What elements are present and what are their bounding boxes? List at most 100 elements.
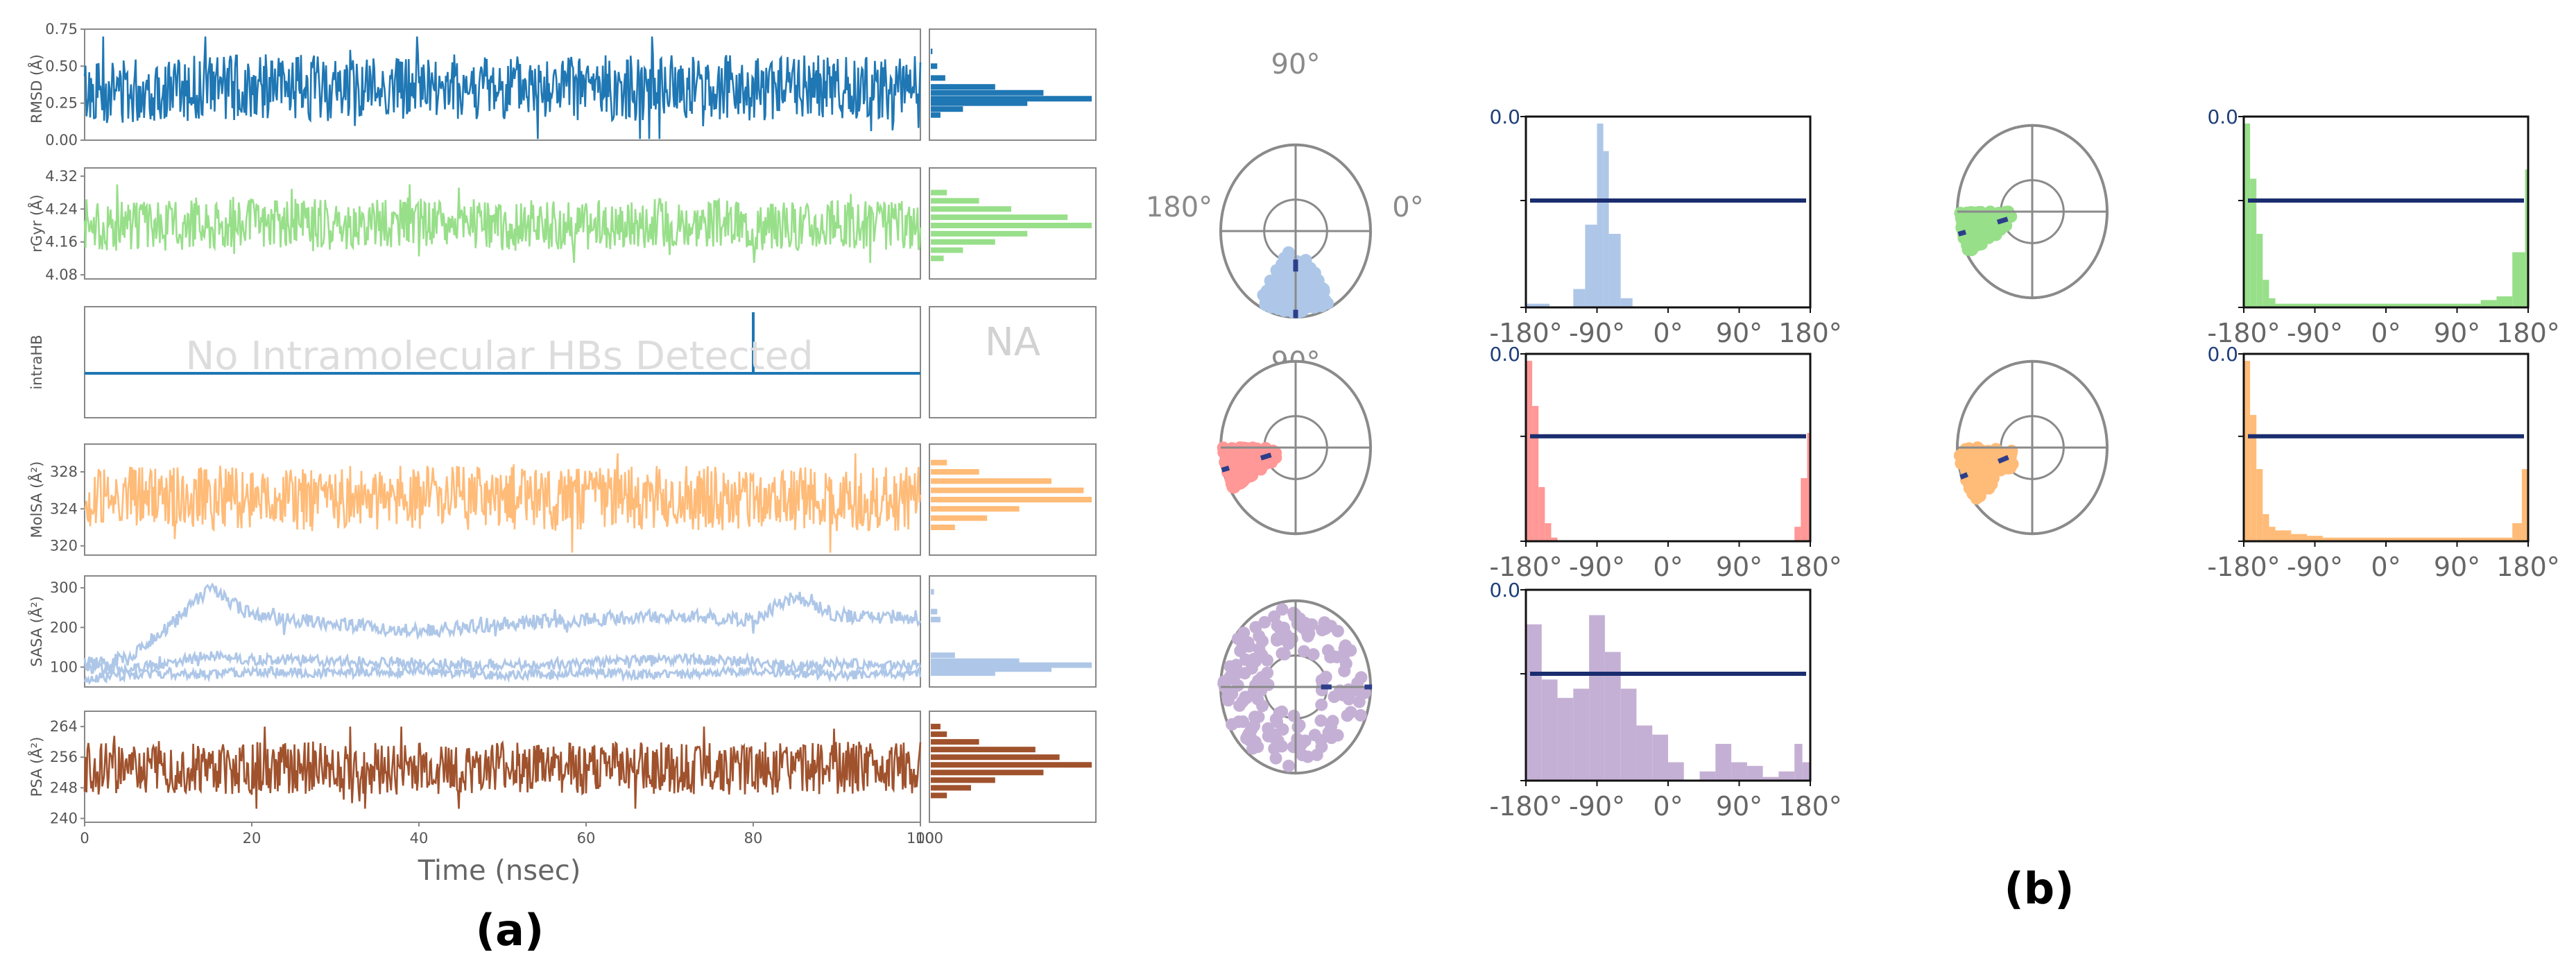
dial-point [1237,636,1250,649]
torsion-hist-bar [1608,234,1621,307]
sasa-series-high [83,582,922,672]
rmsd-hist-bar [931,112,941,118]
dial-mean-marker [1997,454,2009,464]
torsion-hist-xtick-label: 90° [1716,791,1762,822]
torsion-hist-bar [1573,688,1590,781]
dial-point [1960,462,1973,475]
psa-hist-bar [931,770,1044,776]
dial-point [1354,708,1367,722]
torsion-hist-xtick-label: 180° [1778,318,1842,348]
sasa-hist-bar [931,609,938,615]
dial-point [1255,649,1269,661]
dial-point [1977,478,1990,491]
torsion-hist-bar [1585,224,1597,307]
torsion-hist-xtick-label: 0° [2371,552,2401,582]
torsion-hist-bar [2256,469,2263,541]
torsion-hist-xtick-label: -180° [1489,318,1562,348]
torsion-hist-bar [1802,762,1810,781]
torsion-hist-ytick-label: 0.0 [2207,105,2238,128]
dial-point [1291,618,1304,631]
label-b: (b) [2004,863,2074,914]
molsa-hist-bar [931,459,947,466]
dial-point [1979,456,1992,469]
dial-point [2005,446,2018,459]
dial-point [1331,729,1344,742]
dial-point [1325,720,1337,733]
dial-point [1287,709,1300,722]
dial-point [1248,711,1261,724]
rmsd-series [83,36,922,139]
molsa-ytick-label: 320 [50,538,78,554]
torsion-hist-xtick-label: 90° [1716,318,1762,348]
dial-point [1233,699,1246,712]
dial-point [1955,213,1968,226]
psa-ytick-label: 240 [50,810,78,826]
sasa-ytick-label: 100 [50,659,78,675]
torsion-hist-xtick-label: -90° [1569,318,1625,348]
psa-hist-frame [929,711,1097,823]
panel-b: 90° 180° 0° 90° 0.0-180°-90°0°90°180° 0.0… [1146,49,2560,914]
dial-point [1237,627,1251,640]
torsion-hist-bar [1801,478,1808,541]
torsion-hist-bar [1532,406,1539,541]
dial-point [1239,452,1253,465]
psa-hist-bar [931,785,971,791]
rgyr-ytick-label: 4.16 [45,234,78,250]
torsion-hist-bar [1668,762,1684,781]
dial-point [1307,301,1321,314]
torsion-hist-xtick-label: 0° [1653,552,1683,582]
dial-mean-marker [1996,216,2009,225]
torsion-hist-bar [2250,178,2257,307]
molsa-series [83,453,922,553]
rgyr-hist-bar [931,189,947,196]
torsion-hist-xtick-label: 0° [2371,318,2401,348]
dial-point [1307,648,1320,661]
torsion-dial-t2 [1217,359,1372,536]
molsa-hist-bar [931,525,955,530]
dial-point [1328,690,1341,704]
torsion-hist-bar [1746,765,1763,781]
torsion-hist-bar [2512,252,2525,307]
rmsd-hist-bar [931,90,1044,96]
dial-point [1339,657,1353,670]
intrahb-na-label: NA [985,320,1040,365]
hist-xtick-label: 100 [916,830,943,847]
rmsd-ytick-label: 0.50 [45,58,78,74]
rmsd-hist-bar [931,106,963,112]
rmsd-ytick-label: 0.75 [45,21,78,37]
torsion-hist-t2: 0.0 -180° -90° 0° 90° 180° [1489,343,1841,582]
dial-point [1278,647,1291,661]
torsion-hist-xtick-label: 90° [2434,318,2480,348]
dial-point [1249,621,1262,634]
dial-point [1309,276,1322,289]
torsion-hist-xtick-label: -90° [2287,552,2343,582]
psa-ylabel: PSA (Å²) [27,737,45,797]
sasa-ytick-label: 300 [50,579,78,596]
panel-a-series [83,36,922,809]
sasa-hist-bar [931,666,1051,672]
sasa-plot-frame [84,575,921,688]
dial-point [1296,305,1309,318]
dial-point [1273,264,1286,278]
dial-point [1273,287,1287,300]
psa-hist-bar [931,724,941,730]
dial-point [1231,472,1244,485]
torsion-hist-bar [1589,615,1605,781]
torsion-hist-bar [2244,124,2251,307]
time-xtick-label: 20 [243,830,261,847]
torsion-hist-frame [2242,115,2530,309]
psa-hist-bar [931,739,979,745]
torsion-hist-bar [1538,487,1545,541]
dial-point [1277,273,1290,287]
dial-point [1256,699,1269,713]
dial-label-90: 90° [1271,49,1321,80]
torsion-hist-bar [1541,679,1558,781]
dial-point [1223,660,1237,673]
intrahb-ylabel: intraHB [28,334,45,389]
torsion-hist-bar [2256,234,2263,307]
dial-point [1353,695,1366,708]
sasa-hist-bar [931,652,955,659]
torsion-hist-bar [1636,725,1653,781]
torsion-hist-xtick-label: -180° [1489,552,1562,582]
dial-point [1261,666,1274,679]
